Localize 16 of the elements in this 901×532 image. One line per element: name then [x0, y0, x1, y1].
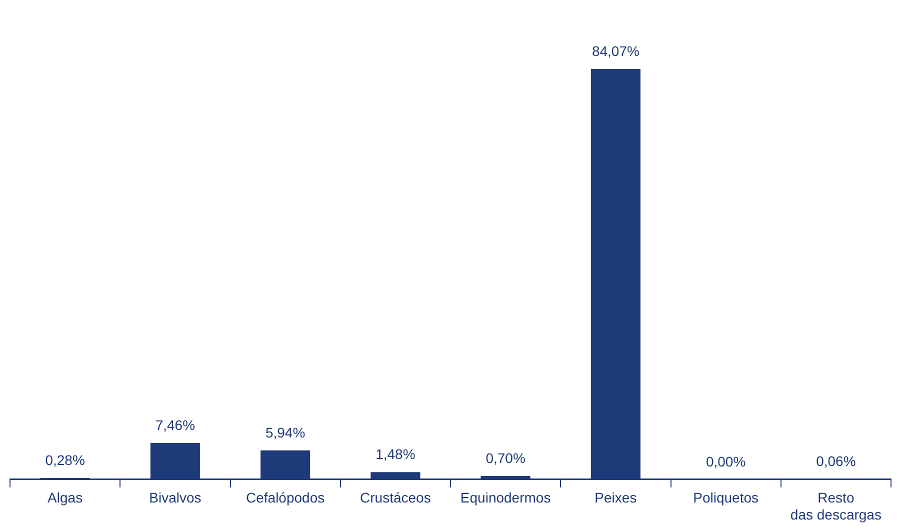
x-tick-label: Bivalvos [149, 490, 202, 506]
data-label: 0,28% [45, 452, 85, 468]
data-label: 1,48% [376, 446, 416, 462]
x-tick-label: Equinodermos [460, 490, 551, 506]
data-label: 0,00% [706, 453, 746, 470]
data-label: 84,07% [592, 42, 640, 59]
x-tick-label: Crustáceos [360, 490, 431, 506]
data-label: 7,46% [155, 416, 196, 433]
x-tick-label: Resto das descargas [790, 490, 882, 522]
x-tick-label: Peixes [594, 490, 637, 506]
data-label: 0,70% [486, 450, 526, 466]
data-label: 0,06% [816, 452, 856, 469]
x-tick-label: Cefalópodos [246, 490, 325, 506]
x-tick-label: Poliquetos [693, 490, 759, 506]
data-label: 5,94% [265, 424, 306, 440]
x-tick-label: Algas [48, 490, 83, 506]
